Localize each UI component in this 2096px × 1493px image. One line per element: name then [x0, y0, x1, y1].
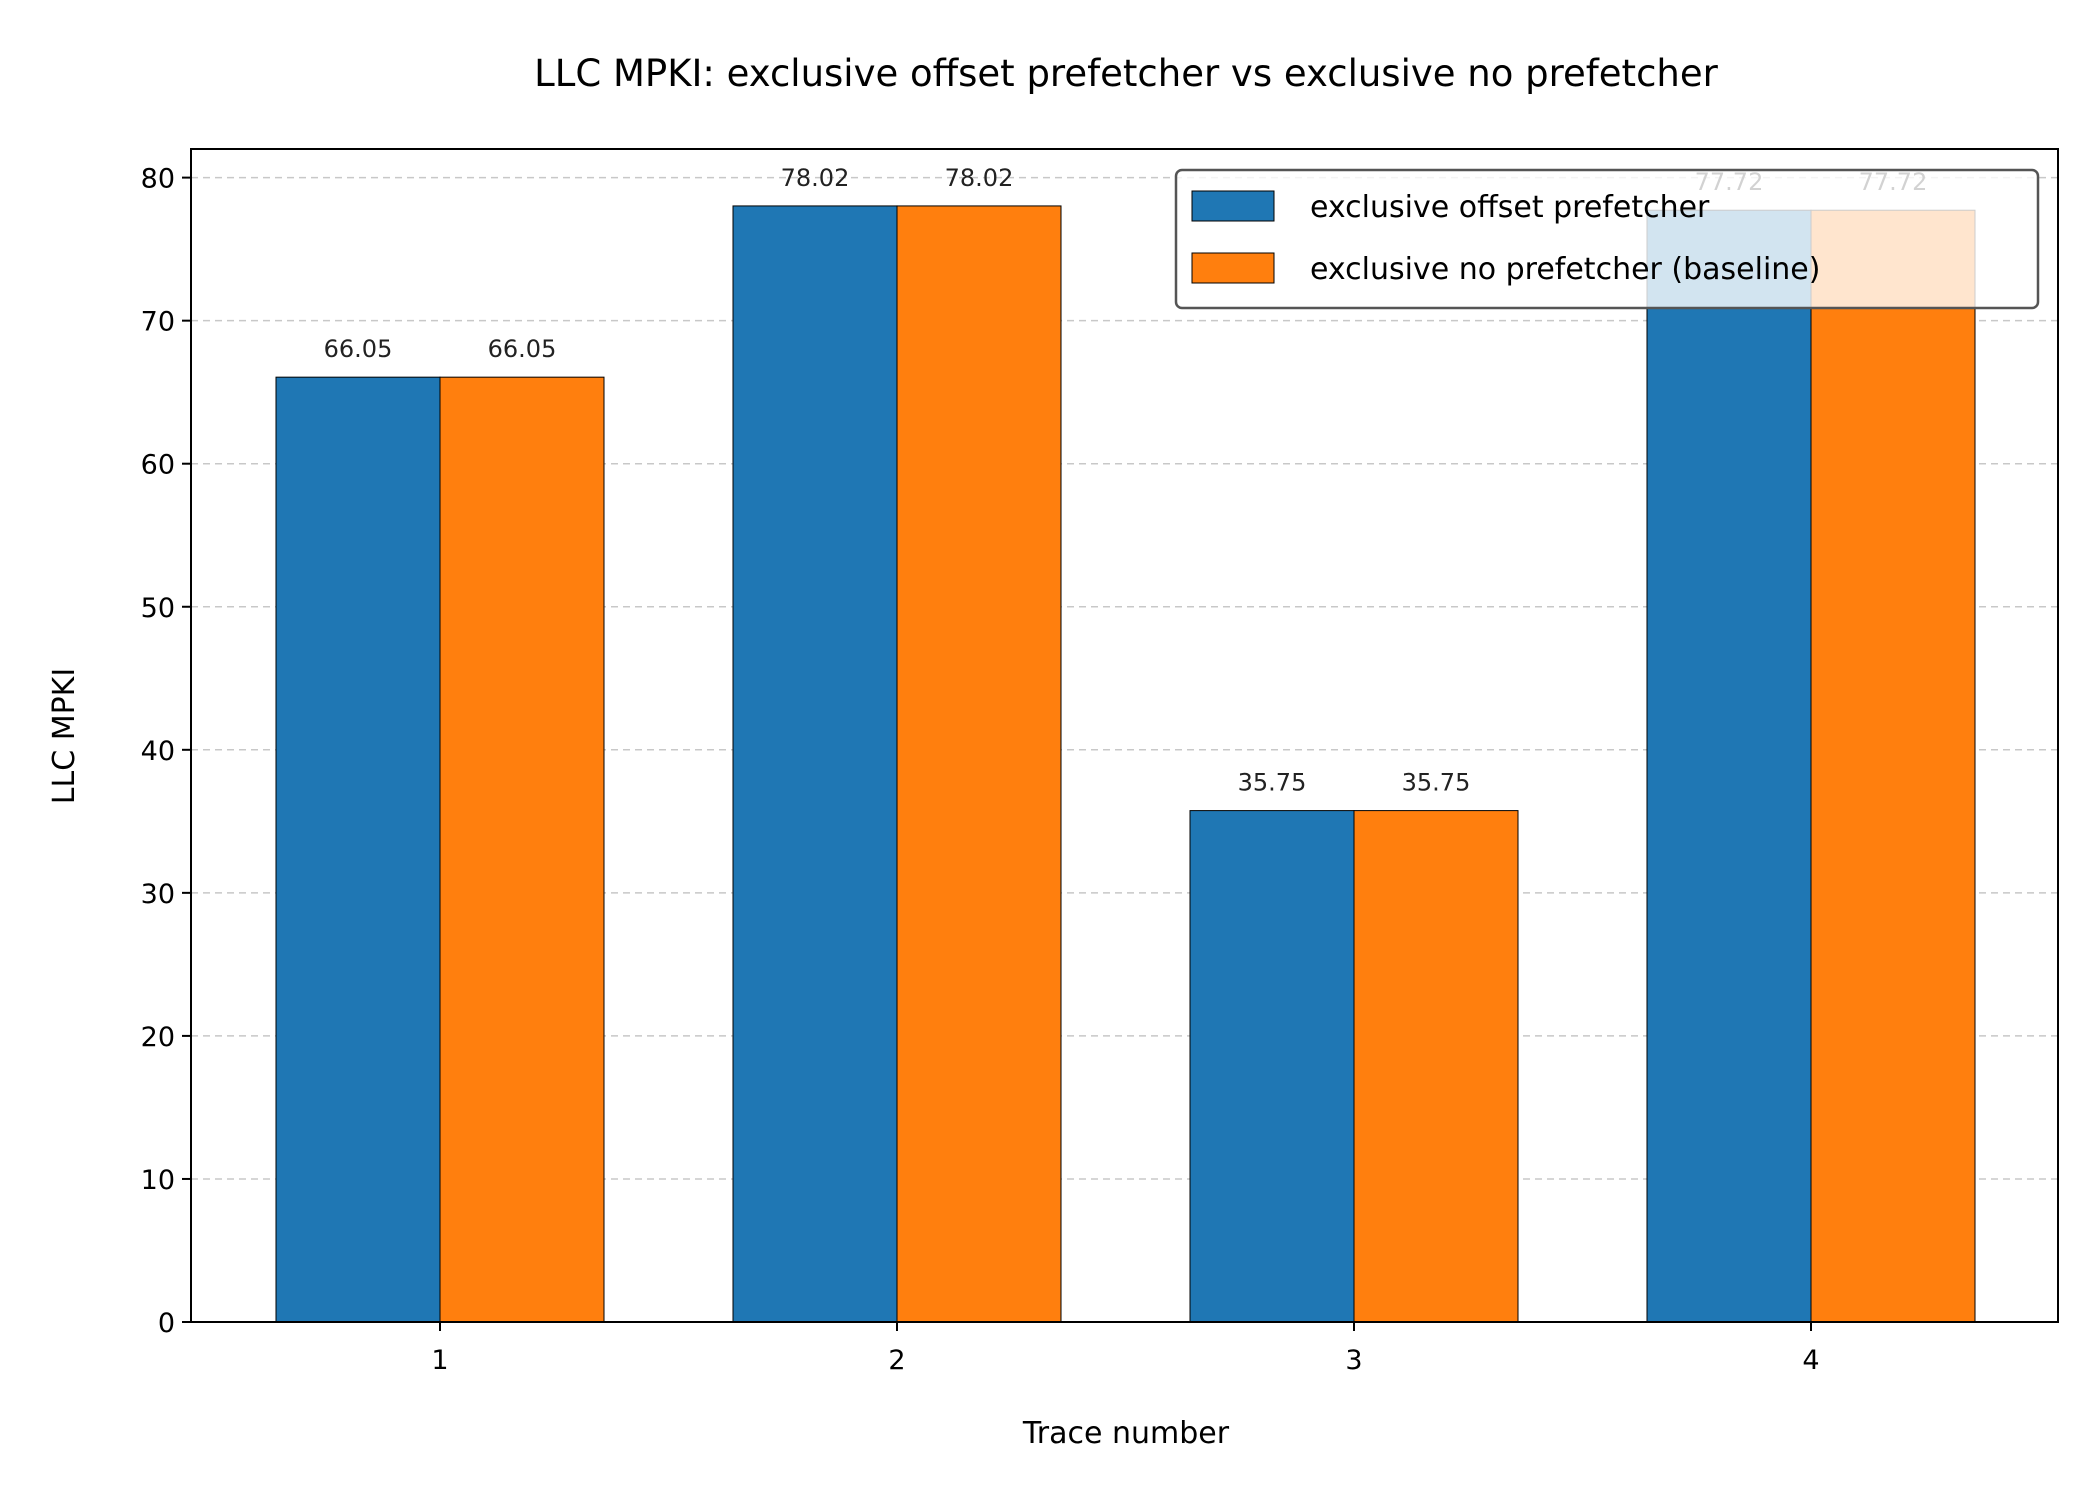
x-tick-label: 4 [1802, 1345, 1819, 1376]
legend-swatch-offset-prefetcher [1191, 190, 1275, 222]
y-tick-label: 80 [141, 164, 175, 195]
axis-ticks: 0 10 20 30 40 50 60 70 80 1 2 3 4 [141, 164, 1820, 1376]
y-tick-label: 70 [141, 307, 175, 338]
bar-value-label: 35.75 [1402, 769, 1471, 797]
y-tick-label: 60 [141, 450, 175, 481]
y-tick-label: 0 [158, 1308, 175, 1339]
bar-series-2 [1353, 810, 1519, 1323]
legend-label-offset-prefetcher: exclusive offset prefetcher [1310, 190, 1710, 225]
y-tick-label: 10 [141, 1165, 175, 1196]
bars [275, 205, 1976, 1323]
bar-value-label: 66.05 [488, 335, 557, 363]
bar-value-label: 35.75 [1238, 769, 1307, 797]
bar-series-1 [275, 376, 441, 1323]
plot-frame [190, 148, 2059, 1323]
y-axis-label: LLC MPKI [47, 668, 82, 804]
legend-box [1174, 168, 2040, 310]
bar-series-1 [732, 205, 898, 1323]
y-tick-label: 40 [141, 736, 175, 767]
chart-title: LLC MPKI: exclusive offset prefetcher vs… [534, 52, 1718, 95]
y-tick-label: 20 [141, 1022, 175, 1053]
bar-series-2 [439, 376, 605, 1323]
y-tick-label: 50 [141, 593, 175, 624]
bar-value-label: 66.05 [324, 335, 393, 363]
legend: exclusive offset prefetcher exclusive no… [1174, 168, 2040, 310]
x-tick-label: 1 [431, 1345, 448, 1376]
bar-series-1 [1646, 209, 1812, 1323]
x-tick-label: 2 [888, 1345, 905, 1376]
legend-label-no-prefetcher: exclusive no prefetcher (baseline) [1310, 252, 1820, 287]
bar-value-label: 78.02 [781, 164, 850, 192]
x-axis-label: Trace number [1022, 1416, 1230, 1451]
legend-swatch-no-prefetcher [1191, 252, 1275, 284]
bar-series-2 [896, 205, 1062, 1323]
bar-series-1 [1189, 810, 1355, 1323]
bar-series-2 [1810, 209, 1976, 1323]
bar-value-label: 78.02 [945, 164, 1014, 192]
x-tick-label: 3 [1345, 1345, 1362, 1376]
y-tick-label: 30 [141, 879, 175, 910]
